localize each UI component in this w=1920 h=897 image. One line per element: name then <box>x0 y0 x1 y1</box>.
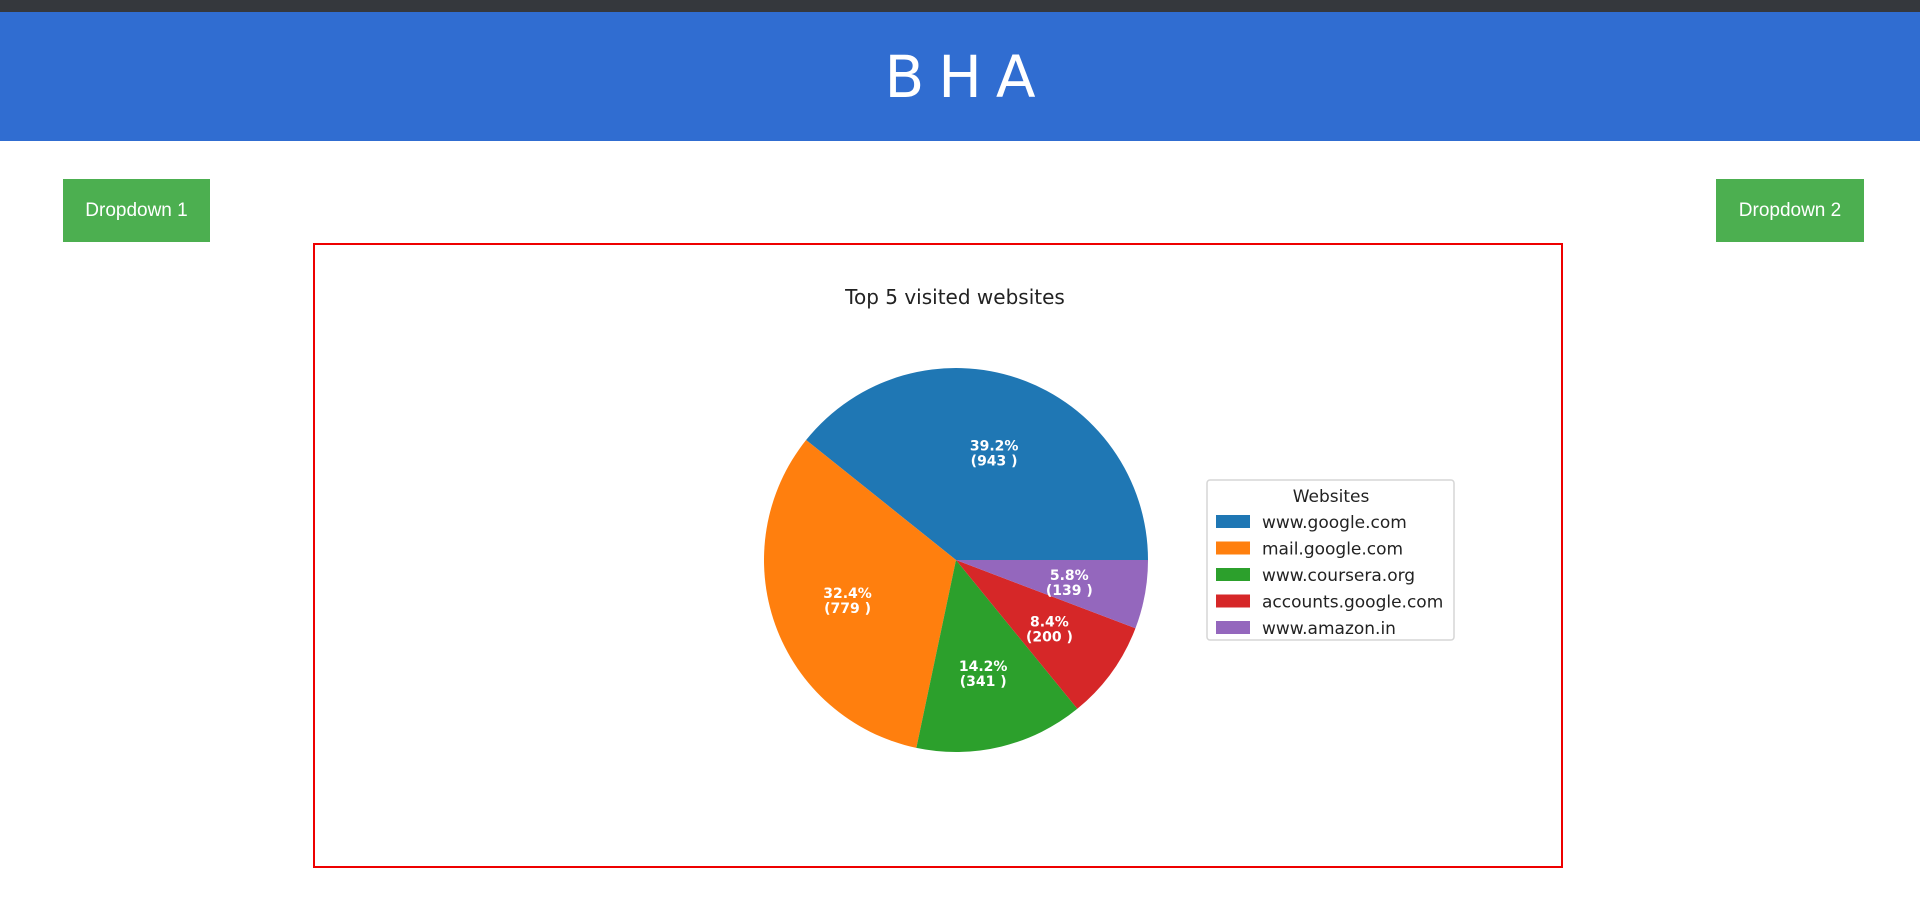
legend-swatch-mail-google-com <box>1216 541 1250 555</box>
pie-count-label: (139 ) <box>1046 583 1093 599</box>
app-title: BHA <box>884 42 1050 111</box>
legend-label-www-google-com: www.google.com <box>1262 513 1407 533</box>
pie-labels: 39.2%(943 ) 32.4%(779 ) 14.2%(341 ) 8.4%(20… <box>823 438 1092 690</box>
chart-panel: Top 5 visited websites 39.2% (943 ) 32.4%(… <box>313 243 1563 868</box>
pie-percent-label: 5.8% <box>1050 568 1089 584</box>
legend-entries: www.google.com mail.google.com www.courser… <box>1216 513 1443 639</box>
pie-slice-accounts-google-com <box>956 560 1136 709</box>
pie-count-label: (341 ) <box>960 674 1007 690</box>
pie-count-label: (943 ) <box>971 453 1018 469</box>
legend-label-mail-google-com: mail.google.com <box>1262 540 1403 560</box>
legend-frame <box>1206 479 1455 641</box>
dropdown-1-button[interactable]: Dropdown 1 <box>63 179 210 242</box>
legend-label-accounts-google-com: accounts.google.com <box>1262 593 1443 613</box>
pie-slice-www-coursera-org <box>916 560 1078 752</box>
legend-swatch-www-amazon-in <box>1216 621 1250 634</box>
pie-count-label: (200 ) <box>1026 629 1073 645</box>
pie-percent-label: 14.2% <box>959 659 1008 675</box>
pie-chart: Top 5 visited websites 39.2%(943 )32.4%(… <box>764 285 1455 752</box>
chart-title: Top 5 visited websites <box>844 285 1065 309</box>
legend-swatch-www-google-com <box>1216 515 1250 528</box>
legend-swatch-accounts-google-com <box>1216 594 1250 608</box>
app-header: BHA <box>0 12 1920 141</box>
pie-count-label: (779 ) <box>824 601 871 617</box>
window-top-bar <box>0 0 1920 12</box>
pie-percent-label: 39.2% <box>970 438 1019 454</box>
pie-slice-mail-google-com <box>764 440 956 748</box>
legend-label-www-coursera-org: www.coursera.org <box>1262 566 1415 586</box>
pie-percent-label: 32.4% <box>823 586 872 602</box>
legend-title: Websites <box>1293 487 1370 507</box>
legend-swatch-www-coursera-org <box>1216 568 1250 581</box>
pie-slice-www-google-com <box>806 367 1148 560</box>
pie-slices <box>764 367 1148 752</box>
chart-legend: Websites www.google.commail.google.comww… <box>1206 479 1455 641</box>
pie-slice-www-amazon-in <box>956 560 1148 629</box>
pie-percent-label: 8.4% <box>1030 614 1069 630</box>
dropdown-2-button[interactable]: Dropdown 2 <box>1716 179 1864 242</box>
legend-label-www-amazon-in: www.amazon.in <box>1262 619 1396 639</box>
